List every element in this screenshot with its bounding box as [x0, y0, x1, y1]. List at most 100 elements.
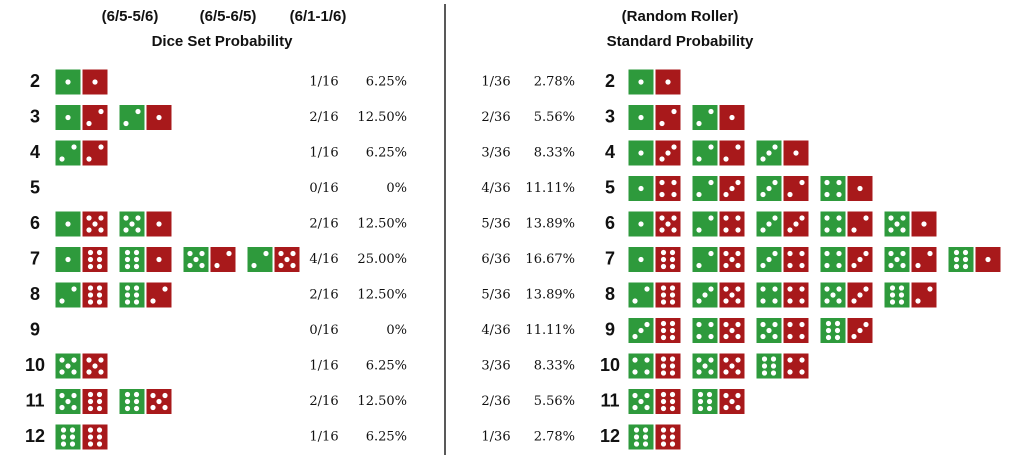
- die: [81, 388, 109, 415]
- pip: [696, 191, 702, 198]
- pip: [665, 150, 671, 156]
- pip: [669, 320, 676, 327]
- pip: [96, 249, 103, 256]
- pip: [761, 370, 768, 376]
- pip: [735, 215, 741, 221]
- fraction: 1/16: [309, 359, 338, 374]
- die: [654, 281, 682, 309]
- pip: [59, 404, 65, 411]
- die: [910, 246, 938, 273]
- die-face: [654, 246, 682, 273]
- die-face: [974, 246, 1002, 273]
- pip: [898, 299, 905, 305]
- die-face: [755, 352, 783, 380]
- pip: [851, 298, 857, 304]
- pip: [894, 256, 900, 263]
- pip: [735, 250, 741, 257]
- pip: [915, 262, 921, 269]
- fraction: 2/16: [309, 110, 338, 125]
- pip: [723, 321, 729, 328]
- die: [627, 423, 655, 451]
- sum-label: 12: [600, 426, 620, 446]
- pip: [642, 427, 649, 433]
- pip: [927, 250, 933, 257]
- die-face: [627, 281, 655, 309]
- pip: [156, 114, 162, 121]
- pip: [87, 299, 94, 305]
- pip: [706, 405, 713, 412]
- pip: [69, 434, 76, 440]
- pip: [644, 392, 650, 399]
- pip: [669, 292, 676, 298]
- pip: [660, 256, 667, 263]
- pip: [644, 286, 650, 292]
- die-face: [718, 210, 746, 238]
- die: [145, 388, 173, 415]
- pip: [87, 391, 94, 398]
- die: [846, 210, 874, 238]
- pip: [162, 286, 168, 292]
- pip: [863, 250, 869, 257]
- sum-label: 4: [30, 142, 40, 162]
- pip: [723, 298, 729, 304]
- pip: [787, 227, 793, 233]
- fraction: 2/16: [309, 288, 338, 303]
- pip: [660, 434, 667, 440]
- die: [654, 352, 682, 380]
- pip: [735, 144, 741, 150]
- pip: [863, 321, 869, 328]
- pip: [824, 191, 830, 198]
- die-face: [691, 246, 719, 273]
- pip: [799, 298, 805, 304]
- die-face: [145, 246, 173, 273]
- pip: [735, 321, 741, 328]
- pip: [669, 249, 676, 256]
- pip: [133, 249, 140, 256]
- die: [846, 281, 874, 309]
- sum-label: 6: [30, 213, 40, 233]
- pip: [133, 263, 140, 270]
- pip: [888, 262, 894, 269]
- pip: [660, 427, 667, 433]
- pip: [708, 286, 714, 292]
- right-title: Standard Probability: [607, 33, 754, 50]
- pip: [660, 441, 667, 447]
- pip: [708, 333, 714, 340]
- die: [118, 246, 146, 273]
- die: [145, 281, 173, 309]
- pip: [60, 427, 67, 433]
- pip: [900, 227, 906, 233]
- sum-label: 8: [605, 284, 615, 304]
- pip: [900, 262, 906, 269]
- pip: [135, 215, 141, 221]
- pip: [834, 320, 841, 327]
- pip: [86, 215, 92, 221]
- pip: [772, 321, 778, 328]
- fraction: 3/36: [481, 146, 510, 161]
- pip: [825, 320, 832, 327]
- pip: [660, 370, 667, 376]
- die-face: [718, 139, 746, 167]
- pip: [760, 321, 766, 328]
- die-face: [691, 139, 719, 167]
- pip: [723, 215, 729, 221]
- pip: [638, 327, 644, 334]
- pip: [642, 441, 649, 447]
- pip: [59, 156, 65, 162]
- die: [273, 246, 301, 273]
- die-face: [209, 246, 237, 273]
- pip: [900, 250, 906, 257]
- pip: [86, 120, 92, 127]
- pip: [665, 221, 671, 227]
- pip: [86, 227, 92, 233]
- sum-label: 11: [25, 390, 44, 410]
- pip: [889, 292, 896, 298]
- percent: 6.25%: [366, 430, 407, 445]
- pip: [799, 286, 805, 292]
- pip: [799, 369, 805, 375]
- die: [819, 210, 847, 238]
- sum-label: 2: [30, 71, 40, 91]
- die: [846, 246, 874, 273]
- pip: [59, 392, 65, 399]
- die-face: [81, 104, 109, 131]
